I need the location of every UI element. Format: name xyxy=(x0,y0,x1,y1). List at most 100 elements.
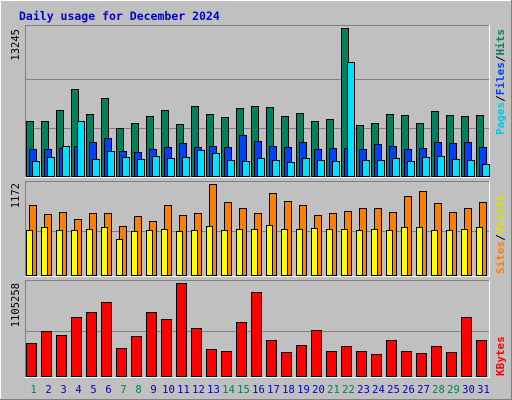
bar-kbytes-day-23 xyxy=(356,351,367,377)
bar-visits-day-20 xyxy=(311,228,318,276)
bar-visits-day-12 xyxy=(191,230,198,276)
legend-sep-3: / xyxy=(494,234,507,241)
x-label-day-15: 15 xyxy=(237,384,250,396)
x-label-day-23: 23 xyxy=(357,384,370,396)
legend-sep-2: / xyxy=(494,55,507,62)
bar-kbytes-day-16 xyxy=(251,292,262,377)
bottom-ymax-label: 1105258 xyxy=(10,283,22,327)
bar-pages-day-28 xyxy=(437,156,445,177)
bar-kbytes-day-10 xyxy=(161,319,172,377)
bar-kbytes-day-29 xyxy=(446,352,457,377)
x-label-day-10: 10 xyxy=(162,384,175,396)
bar-kbytes-day-3 xyxy=(56,335,67,377)
bar-pages-day-21 xyxy=(332,161,340,177)
x-label-day-7: 7 xyxy=(120,384,126,396)
bar-pages-day-8 xyxy=(137,159,145,177)
bar-kbytes-day-5 xyxy=(86,312,97,377)
x-label-day-11: 11 xyxy=(177,384,190,396)
bar-visits-day-11 xyxy=(176,231,183,276)
bar-kbytes-day-28 xyxy=(431,346,442,377)
x-label-day-21: 21 xyxy=(327,384,340,396)
bar-visits-day-8 xyxy=(131,231,138,276)
bar-visits-day-27 xyxy=(416,227,423,276)
x-label-day-29: 29 xyxy=(447,384,460,396)
bar-kbytes-day-8 xyxy=(131,336,142,377)
bar-visits-day-1 xyxy=(26,230,33,276)
bar-visits-day-13 xyxy=(206,226,213,276)
bar-pages-day-6 xyxy=(107,151,115,177)
bar-visits-day-3 xyxy=(56,230,63,276)
bar-kbytes-day-14 xyxy=(221,351,232,377)
x-label-day-12: 12 xyxy=(192,384,205,396)
x-label-day-13: 13 xyxy=(207,384,220,396)
bar-pages-day-27 xyxy=(422,157,430,177)
bar-kbytes-day-21 xyxy=(326,351,337,377)
bar-pages-day-11 xyxy=(182,157,190,177)
bar-visits-day-9 xyxy=(146,230,153,276)
bar-kbytes-day-17 xyxy=(266,340,277,377)
x-label-day-18: 18 xyxy=(282,384,295,396)
bar-visits-day-6 xyxy=(101,227,108,276)
bar-pages-day-22 xyxy=(347,62,355,177)
bar-pages-day-1 xyxy=(32,161,40,177)
bar-pages-day-16 xyxy=(257,158,265,177)
bars xyxy=(26,28,490,377)
middle-ymax-label: 1172 xyxy=(10,183,22,208)
x-label-day-9: 9 xyxy=(150,384,156,396)
bar-visits-day-7 xyxy=(116,239,123,276)
bar-kbytes-day-19 xyxy=(296,345,307,377)
bar-kbytes-day-27 xyxy=(416,353,427,377)
x-label-day-24: 24 xyxy=(372,384,385,396)
x-label-day-25: 25 xyxy=(387,384,400,396)
bar-visits-day-14 xyxy=(221,230,228,276)
bar-visits-day-26 xyxy=(401,227,408,276)
bar-kbytes-day-15 xyxy=(236,322,247,377)
bar-pages-day-25 xyxy=(392,158,400,177)
bar-visits-day-24 xyxy=(371,229,378,276)
bar-kbytes-day-12 xyxy=(191,328,202,377)
bar-pages-day-3 xyxy=(62,146,70,177)
bar-pages-day-30 xyxy=(467,160,475,177)
bar-kbytes-day-20 xyxy=(311,330,322,377)
bar-pages-day-15 xyxy=(242,161,250,177)
bar-pages-day-23 xyxy=(362,160,370,177)
x-label-day-2: 2 xyxy=(45,384,51,396)
x-label-day-30: 30 xyxy=(462,384,475,396)
bar-pages-day-4 xyxy=(77,121,85,177)
bar-kbytes-day-1 xyxy=(26,343,37,377)
legend-kbytes: KBytes xyxy=(494,336,507,376)
bar-visits-day-30 xyxy=(461,229,468,276)
bar-kbytes-day-24 xyxy=(371,354,382,377)
legend-files: Files xyxy=(494,62,507,95)
top-ymax-label: 13245 xyxy=(10,29,22,61)
bar-kbytes-day-9 xyxy=(146,312,157,377)
bar-visits-day-2 xyxy=(41,227,48,276)
bar-kbytes-day-4 xyxy=(71,317,82,377)
bar-pages-day-5 xyxy=(92,159,100,177)
x-axis-labels: 1 2 3 4 5 6 7 8 9 10 11 12 13 14 15 16 17 18 19 20 21 22 23 24 2… xyxy=(30,384,489,396)
legend-sep-1: / xyxy=(494,95,507,102)
bottom-legend: KBytes xyxy=(494,336,507,376)
bar-pages-day-20 xyxy=(317,160,325,177)
legend-pages: Pages xyxy=(494,102,507,135)
bar-visits-day-29 xyxy=(446,230,453,276)
bar-pages-day-19 xyxy=(302,158,310,177)
bar-visits-day-31 xyxy=(476,227,483,276)
legend-sites: Sites xyxy=(494,241,507,274)
bar-visits-day-21 xyxy=(326,229,333,276)
bar-pages-day-17 xyxy=(272,160,280,177)
bar-pages-day-31 xyxy=(482,164,490,177)
bar-pages-day-10 xyxy=(167,158,175,177)
bar-visits-day-22 xyxy=(341,229,348,276)
chart-title: Daily usage for December 2024 xyxy=(19,9,220,23)
bar-kbytes-day-2 xyxy=(41,331,52,377)
x-label-day-14: 14 xyxy=(222,384,235,396)
middle-legend: Sites/Visits xyxy=(494,195,507,275)
bar-visits-day-17 xyxy=(266,225,273,276)
legend-visits: Visits xyxy=(494,195,507,235)
x-label-day-27: 27 xyxy=(417,384,430,396)
bar-visits-day-19 xyxy=(296,229,303,276)
bar-kbytes-day-7 xyxy=(116,348,127,377)
x-label-day-4: 4 xyxy=(75,384,81,396)
